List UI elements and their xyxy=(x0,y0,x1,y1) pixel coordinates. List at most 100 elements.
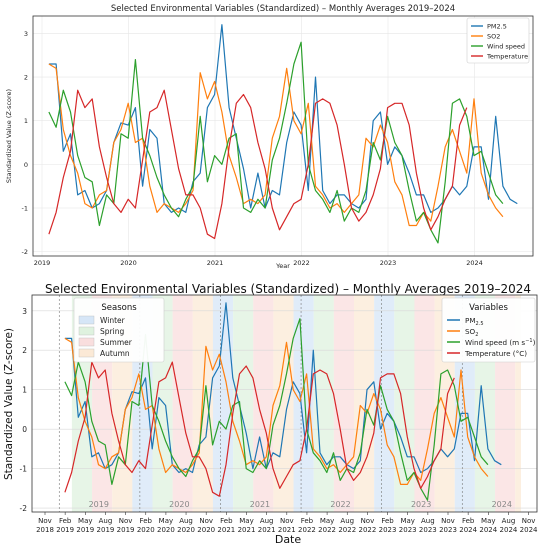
season-band xyxy=(172,295,193,512)
x-tick-year: 2022 xyxy=(298,526,316,534)
x-tick-month: May xyxy=(78,517,92,525)
x-tick-year: 2024 xyxy=(520,526,538,534)
x-tick-month: Nov xyxy=(199,517,213,525)
variable-label-main: Temperature (°C) xyxy=(464,349,527,358)
y-tick-label: 3 xyxy=(24,30,28,38)
chart-bottom: Selected Environmental Variables (Standa… xyxy=(3,282,538,546)
season-label: Summer xyxy=(100,338,133,347)
x-tick-label: 2024 xyxy=(466,259,483,267)
x-tick-year: 2019 xyxy=(76,526,94,534)
x-tick-year: 2021 xyxy=(258,526,276,534)
x-tick-month: Nov xyxy=(38,517,52,525)
x-tick-month: Feb xyxy=(301,517,314,525)
series-line-0 xyxy=(64,302,502,474)
y-tick-label: 2 xyxy=(24,74,28,82)
x-tick-month: May xyxy=(320,517,334,525)
x-tick-month: Aug xyxy=(340,517,354,525)
variable-label: SO2 xyxy=(465,327,478,338)
x-tick-year: 2024 xyxy=(500,526,518,534)
season-swatch xyxy=(78,348,95,358)
x-tick-year: 2023 xyxy=(419,526,437,534)
season-label: Winter xyxy=(100,316,126,325)
season-swatch xyxy=(78,337,95,347)
legend-label: Wind speed xyxy=(487,43,525,51)
x-tick-month: Nov xyxy=(280,517,294,525)
x-tick-year: 2022 xyxy=(318,526,336,534)
x-tick-month: Nov xyxy=(441,517,455,525)
season-band xyxy=(293,295,314,512)
variable-label-sub: 2.5 xyxy=(476,321,484,327)
season-band xyxy=(515,295,521,512)
year-label: 2020 xyxy=(169,500,189,509)
x-tick-label: 2022 xyxy=(293,259,310,267)
y-tick-label: 2 xyxy=(22,346,27,355)
season-band xyxy=(333,295,354,512)
legend-box xyxy=(466,17,530,64)
variables-legend-title: Variables xyxy=(469,303,508,313)
x-tick-label: 2019 xyxy=(34,259,51,267)
variables-legend-box xyxy=(441,297,536,363)
season-band xyxy=(212,295,234,512)
x-tick-month: Feb xyxy=(381,517,394,525)
series-line-1 xyxy=(64,337,489,485)
year-label: 2019 xyxy=(89,500,109,509)
year-label: 2023 xyxy=(411,500,431,509)
variable-label-sub: 2 xyxy=(475,332,478,338)
x-tick-label: 2021 xyxy=(207,259,224,267)
y-tick-label: 1 xyxy=(24,117,28,125)
variable-label-main: Wind speed (m s xyxy=(465,338,525,347)
y-tick-label: -1 xyxy=(22,205,28,213)
legend-label: SO2 xyxy=(487,33,500,41)
series-line-1 xyxy=(48,63,504,227)
x-tick-month: Feb xyxy=(462,517,475,525)
x-tick-label: 2023 xyxy=(380,259,397,267)
y-axis-label: Standardized Value (Z-score) xyxy=(3,328,15,480)
x-tick-month: May xyxy=(159,517,173,525)
legend-label: Temperature xyxy=(486,53,528,61)
year-label: 2022 xyxy=(330,500,350,509)
season-band xyxy=(233,295,254,512)
season-band xyxy=(374,295,395,512)
series-line-2 xyxy=(64,318,489,501)
plot-frame xyxy=(32,15,534,257)
y-tick-label: 0 xyxy=(24,161,28,169)
x-tick-month: Aug xyxy=(421,517,435,525)
chart-title: Selected Environmental Variables (Standa… xyxy=(111,4,455,14)
y-tick-label: 0 xyxy=(22,425,27,434)
year-label: 2021 xyxy=(250,500,270,509)
series-line-2 xyxy=(48,41,504,244)
x-axis-label: Year xyxy=(275,262,290,270)
x-tick-month: Nov xyxy=(361,517,375,525)
x-tick-year: 2018 xyxy=(36,526,54,534)
seasons-legend-title: Seasons xyxy=(101,303,137,313)
variable-label-main: PM xyxy=(465,316,476,325)
y-tick-label: 3 xyxy=(22,307,27,316)
x-tick-month: May xyxy=(239,517,253,525)
season-label: Autumn xyxy=(100,349,130,358)
y-tick-label: 1 xyxy=(22,386,27,395)
x-tick-month: Aug xyxy=(179,517,193,525)
variable-label: PM2.5 xyxy=(465,316,484,327)
x-tick-month: Aug xyxy=(502,517,516,525)
season-band xyxy=(394,295,415,512)
chart-top: Selected Environmental Variables (Standa… xyxy=(5,4,534,270)
x-tick-year: 2021 xyxy=(278,526,296,534)
x-tick-year: 2020 xyxy=(197,526,215,534)
x-tick-year: 2020 xyxy=(177,526,195,534)
x-tick-month: Feb xyxy=(220,517,233,525)
x-axis-label: Date xyxy=(275,533,302,546)
x-tick-year: 2022 xyxy=(358,526,376,534)
season-band xyxy=(253,295,274,512)
chart-title: Selected Environmental Variables (Standa… xyxy=(45,282,531,296)
variable-label: Temperature (°C) xyxy=(464,349,527,358)
y-tick-label: -1 xyxy=(20,465,28,474)
series-line-0 xyxy=(48,24,518,213)
seasons-legend-box xyxy=(73,297,165,363)
x-tick-year: 2023 xyxy=(439,526,457,534)
season-band xyxy=(313,295,334,512)
y-axis-label: Standardized Value (Z-score) xyxy=(5,89,13,183)
x-tick-month: May xyxy=(400,517,414,525)
plot-frame xyxy=(31,294,538,513)
x-tick-year: 2020 xyxy=(157,526,175,534)
